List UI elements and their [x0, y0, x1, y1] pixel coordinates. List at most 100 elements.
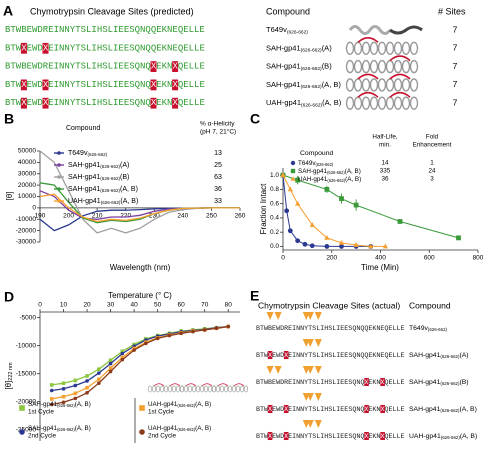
- staple-residue: X: [380, 379, 384, 387]
- data-point: [302, 241, 308, 247]
- data-point: [214, 326, 219, 331]
- residues: EINNYTSLIHSLIEESQNQQEKNEQELLE: [288, 352, 404, 360]
- cleavage-site: [306, 366, 314, 374]
- data-point: [191, 329, 195, 334]
- name-sub: (626-662): [441, 435, 461, 440]
- residues: EINNYTSLIHSLIEESQNQQEKNEQELLE: [48, 44, 205, 54]
- helix-turn: [393, 41, 403, 55]
- residues: QELLE: [384, 406, 404, 414]
- helix-turn: [345, 41, 355, 55]
- helix-turn: [385, 59, 395, 74]
- name-sub: (626-662): [100, 164, 120, 169]
- panel-title: Chymotrypsin Cleavage Sites (predicted): [30, 6, 194, 16]
- legend-marker: [57, 151, 61, 155]
- helix-turn: [183, 385, 189, 393]
- peptide-coil: [348, 25, 392, 35]
- helix-turn: [353, 59, 363, 74]
- helix-turn: [215, 385, 221, 393]
- helicity-value: 33: [214, 198, 222, 205]
- staple-box: [267, 404, 273, 414]
- x-tick-label: 240: [177, 213, 188, 220]
- y-tick-label: -10000: [16, 216, 37, 223]
- cleavage-site: [314, 339, 322, 347]
- staple: [185, 383, 197, 387]
- legend-cycle: 1st Cycle: [28, 409, 54, 416]
- x-tick-label: 400: [375, 255, 386, 262]
- site-count: 7: [453, 61, 458, 71]
- y-tick-label: 0.6: [270, 200, 279, 207]
- staple-residue: X: [364, 433, 368, 441]
- staple-residue: X: [21, 80, 27, 90]
- name-sub: (626-662): [301, 84, 322, 90]
- panel-label: E: [250, 288, 259, 304]
- name-suffix: (B): [459, 379, 468, 386]
- y-tick-label: -5000: [19, 314, 36, 321]
- data-point: [324, 244, 330, 249]
- helix-turn: [361, 96, 371, 110]
- helix-turn: [377, 59, 387, 74]
- legend-marker: [57, 187, 61, 191]
- data-point: [61, 381, 66, 386]
- compound-name: T649v(626-662): [409, 325, 448, 332]
- data-point: [85, 385, 89, 390]
- helix-turn: [409, 78, 419, 92]
- residues: BTWBEWDREINNYTSLIHSLIEESQNQQEKNEQELLE: [256, 325, 405, 333]
- staple-residue: X: [43, 44, 49, 54]
- helix-turn: [203, 385, 209, 393]
- name-suffix: (A, B): [120, 198, 138, 205]
- name-base: UAH-gp41: [148, 425, 178, 432]
- data-point: [155, 336, 160, 341]
- y-tick-label: 30000: [18, 170, 36, 177]
- name-suffix: (A, B): [345, 176, 361, 183]
- x-tick-label: 60: [178, 302, 186, 309]
- helix-turn: [231, 385, 237, 393]
- staple: [357, 37, 379, 43]
- cleavage-site: [306, 393, 314, 401]
- staple-box: [42, 42, 49, 54]
- data-point: [85, 390, 89, 395]
- helix-turn: [353, 96, 363, 110]
- data-point: [397, 219, 403, 224]
- name-base: T649v: [298, 160, 316, 167]
- legend-header: min.: [379, 142, 391, 149]
- residues: BTW: [256, 433, 269, 441]
- staple: [357, 91, 379, 98]
- panel-label: C: [250, 111, 260, 127]
- residues: BTW: [5, 99, 22, 109]
- compound-name: UAH-gp41(626-662)(A, B): [148, 425, 211, 432]
- compound-name: UAH-gp41(626-662)(A, B): [298, 176, 361, 183]
- peptide-coil: [389, 25, 423, 35]
- residues: EWD: [272, 406, 284, 414]
- data-point: [284, 208, 290, 214]
- compound-name: T649v(626-662): [68, 150, 108, 157]
- x-tick-label: 210: [92, 213, 103, 220]
- helix-turn: [393, 78, 403, 92]
- residues: QELLE: [178, 62, 205, 72]
- data-point: [61, 394, 66, 399]
- column-header: # Sites: [438, 6, 466, 16]
- data-point: [49, 383, 54, 387]
- y-tick-label: 50000: [18, 148, 36, 155]
- data-point: [295, 177, 301, 183]
- compound-name: SAH-gp41(626-662)(A): [409, 352, 469, 359]
- name-suffix: (A): [459, 352, 468, 359]
- staple-residue: X: [151, 62, 157, 72]
- residues: EINNYTSLIHSLIEESQNQ: [48, 80, 151, 90]
- helix-turn: [385, 41, 395, 55]
- data-point: [132, 348, 136, 352]
- helix-turn: [187, 385, 193, 393]
- x-tick-label: 70: [201, 302, 209, 309]
- name-sub: (626-662): [440, 408, 460, 413]
- name-sub: (626-662): [177, 427, 195, 432]
- staple: [357, 73, 379, 80]
- staple-box: [20, 79, 27, 91]
- staple-box: [364, 377, 369, 387]
- data-point: [202, 328, 207, 332]
- name-base: UAH-gp41: [68, 198, 101, 205]
- x-tick-label: 200: [63, 213, 74, 220]
- legend-header: Half-Life,: [372, 134, 397, 141]
- compound-name: SAH-gp41(626-662)(A): [266, 43, 332, 54]
- series-line: [282, 175, 371, 247]
- data-point: [280, 172, 286, 178]
- name-base: SAH-gp41: [409, 406, 441, 413]
